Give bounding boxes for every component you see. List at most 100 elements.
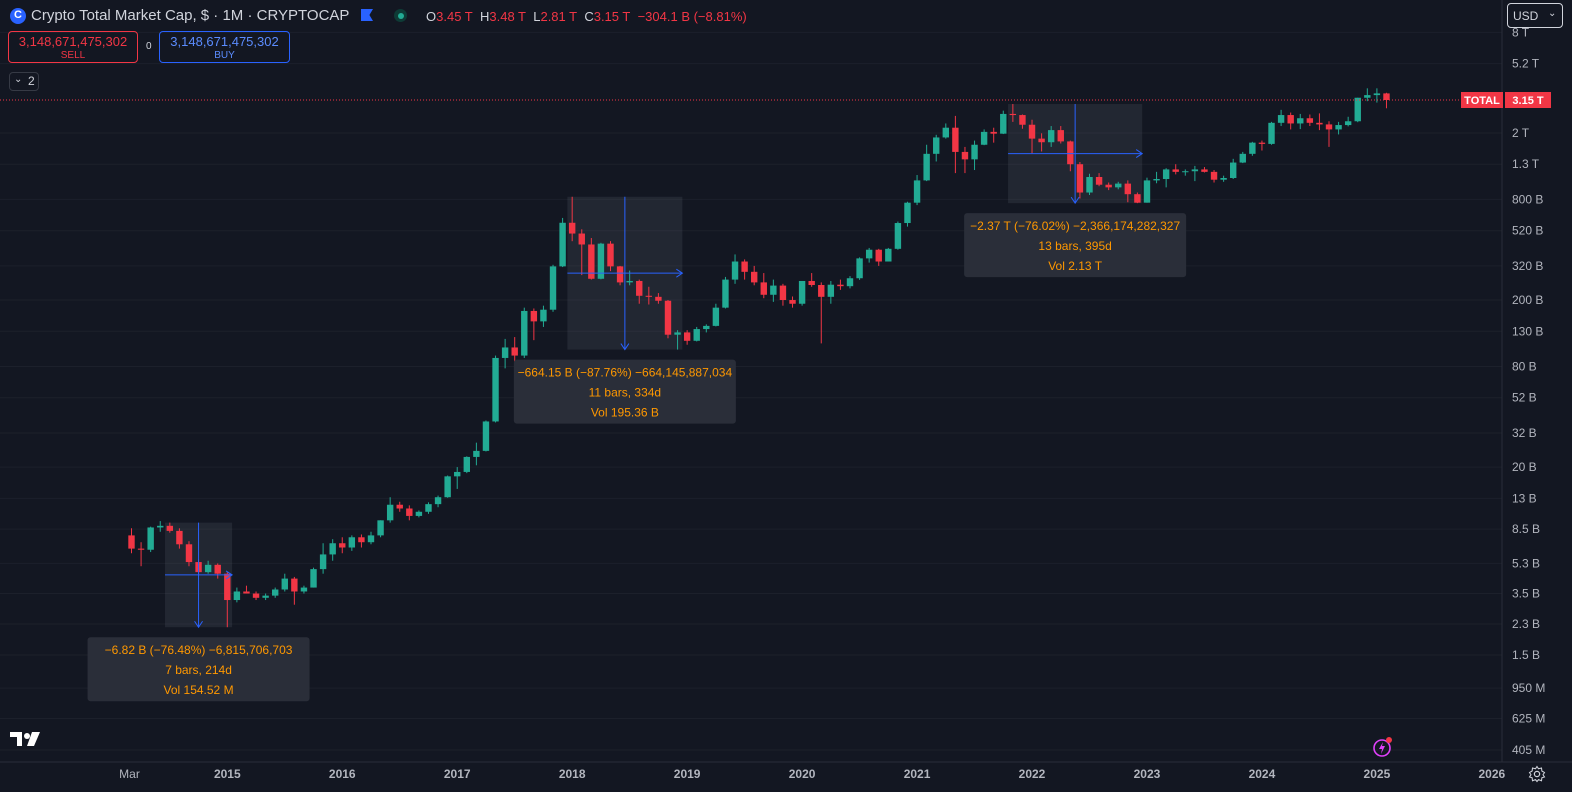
candle bbox=[885, 247, 892, 262]
candle bbox=[1182, 169, 1189, 176]
y-tick-label: 130 B bbox=[1512, 324, 1543, 338]
candle-body bbox=[818, 284, 825, 297]
candle-body bbox=[1335, 125, 1342, 130]
candle bbox=[1162, 168, 1170, 188]
candle-body bbox=[214, 564, 221, 574]
candle bbox=[808, 273, 815, 287]
market-status-icon[interactable] bbox=[394, 9, 407, 22]
symbol-title[interactable]: Crypto Total Market Cap, $ · 1M · CRYPTO… bbox=[31, 7, 350, 24]
candle bbox=[473, 442, 480, 466]
candle-body bbox=[636, 280, 643, 296]
y-tick-label: 32 B bbox=[1512, 426, 1537, 440]
candle-body bbox=[501, 347, 509, 358]
measure-label: −6.82 B (−76.48%) −6,815,706,703 7 bars, … bbox=[87, 637, 310, 702]
candle bbox=[636, 279, 643, 304]
candle-body bbox=[846, 278, 854, 287]
candle-body bbox=[300, 587, 308, 592]
candle-body bbox=[961, 151, 969, 160]
candle bbox=[1028, 119, 1036, 154]
candle-body bbox=[1038, 138, 1045, 143]
candle bbox=[664, 300, 672, 339]
candle bbox=[990, 127, 997, 143]
candle-body bbox=[147, 527, 154, 550]
candle-body bbox=[1047, 130, 1055, 143]
candle-body bbox=[645, 295, 653, 297]
candle-body bbox=[1201, 169, 1208, 172]
candle bbox=[645, 286, 653, 305]
sell-button[interactable]: 3,148,671,475,302 SELL bbox=[8, 31, 138, 63]
measure-arrows bbox=[165, 104, 1144, 629]
candle bbox=[454, 467, 461, 489]
currency-select[interactable]: USD ⌄ bbox=[1507, 3, 1563, 28]
candle-body bbox=[386, 504, 394, 521]
candle-body bbox=[1153, 179, 1160, 181]
indicators-toggle-button[interactable]: ⌄ 2 bbox=[9, 72, 39, 91]
candle-body bbox=[693, 329, 700, 341]
candle-body bbox=[875, 249, 882, 262]
sell-label: SELL bbox=[60, 50, 86, 61]
flag-icon[interactable] bbox=[361, 9, 373, 21]
candle bbox=[1201, 167, 1208, 173]
candle bbox=[1000, 110, 1007, 135]
candle bbox=[204, 560, 212, 574]
candle bbox=[597, 242, 605, 280]
symbol-logo-icon[interactable] bbox=[10, 8, 26, 24]
candle bbox=[415, 510, 423, 518]
x-tick-label: 2023 bbox=[1134, 767, 1161, 781]
measure-label-line: −6.82 B (−76.48%) −6,815,706,703 bbox=[105, 643, 293, 657]
candle bbox=[406, 505, 413, 521]
x-tick-label: Mar bbox=[119, 767, 140, 781]
candle-body bbox=[741, 261, 748, 272]
ohlc-open: 3.45 T bbox=[436, 9, 473, 24]
x-tick-label: 2026 bbox=[1479, 767, 1506, 781]
flash-icon[interactable] bbox=[1370, 735, 1394, 759]
gear-icon[interactable] bbox=[1528, 765, 1546, 783]
x-tick-label: 2021 bbox=[904, 767, 931, 781]
candle-body bbox=[923, 153, 930, 181]
y-tick-label: 520 B bbox=[1512, 224, 1543, 238]
candle-body bbox=[894, 223, 902, 249]
candle bbox=[1297, 113, 1304, 130]
ohlc-open-key: O bbox=[426, 9, 437, 24]
candle bbox=[1067, 140, 1074, 172]
candle-body bbox=[674, 332, 681, 335]
y-tick-label: 13 B bbox=[1512, 491, 1537, 505]
measure-label: −2.37 T (−76.02%) −2,366,174,282,327 13 b… bbox=[964, 213, 1187, 278]
candle-body bbox=[1306, 118, 1314, 123]
candle bbox=[952, 115, 959, 174]
candle bbox=[1249, 141, 1256, 156]
candle-body bbox=[1086, 176, 1093, 193]
candle-body bbox=[1325, 124, 1333, 130]
candle bbox=[568, 196, 576, 242]
candle-body bbox=[262, 595, 269, 598]
candle-body bbox=[137, 548, 145, 550]
time-axis[interactable]: Mar 2015 2016 2017 2018 2019 2020 2021 2022 2023 2… bbox=[0, 761, 1572, 781]
candle-body bbox=[454, 471, 461, 477]
candle bbox=[1344, 116, 1352, 127]
candle bbox=[339, 537, 346, 554]
y-tick-label: 625 M bbox=[1512, 712, 1545, 726]
candle bbox=[463, 456, 470, 474]
arrow-down-icon bbox=[620, 343, 630, 351]
candle-body bbox=[281, 578, 288, 590]
candle bbox=[310, 567, 317, 588]
ohlc-high: 3.48 T bbox=[489, 9, 526, 24]
candle bbox=[224, 572, 231, 628]
tradingview-logo-icon[interactable] bbox=[10, 728, 46, 750]
candle bbox=[1009, 104, 1017, 122]
candle-body bbox=[913, 180, 921, 203]
candle bbox=[741, 259, 748, 280]
x-tick-label: 2020 bbox=[789, 767, 816, 781]
y-tick-label: 8.5 B bbox=[1512, 522, 1540, 536]
candle-body bbox=[444, 476, 451, 498]
candle-body bbox=[1373, 93, 1381, 96]
y-tick-label: 8 T bbox=[1512, 25, 1530, 39]
y-tick-label: 405 M bbox=[1512, 743, 1545, 757]
buy-button[interactable]: 3,148,671,475,302 BUY bbox=[159, 31, 290, 63]
measure-label-line: −664.15 B (−87.76%) −664,145,887,034 bbox=[518, 366, 733, 380]
candle-body bbox=[1000, 113, 1007, 134]
candle bbox=[1057, 126, 1064, 144]
candle-body bbox=[1172, 169, 1179, 172]
price-axis[interactable]: 8 T 5.2 T 2 T 1.3 T 800 B 520 B 320 B 200 B 130 … bbox=[1501, 0, 1572, 762]
